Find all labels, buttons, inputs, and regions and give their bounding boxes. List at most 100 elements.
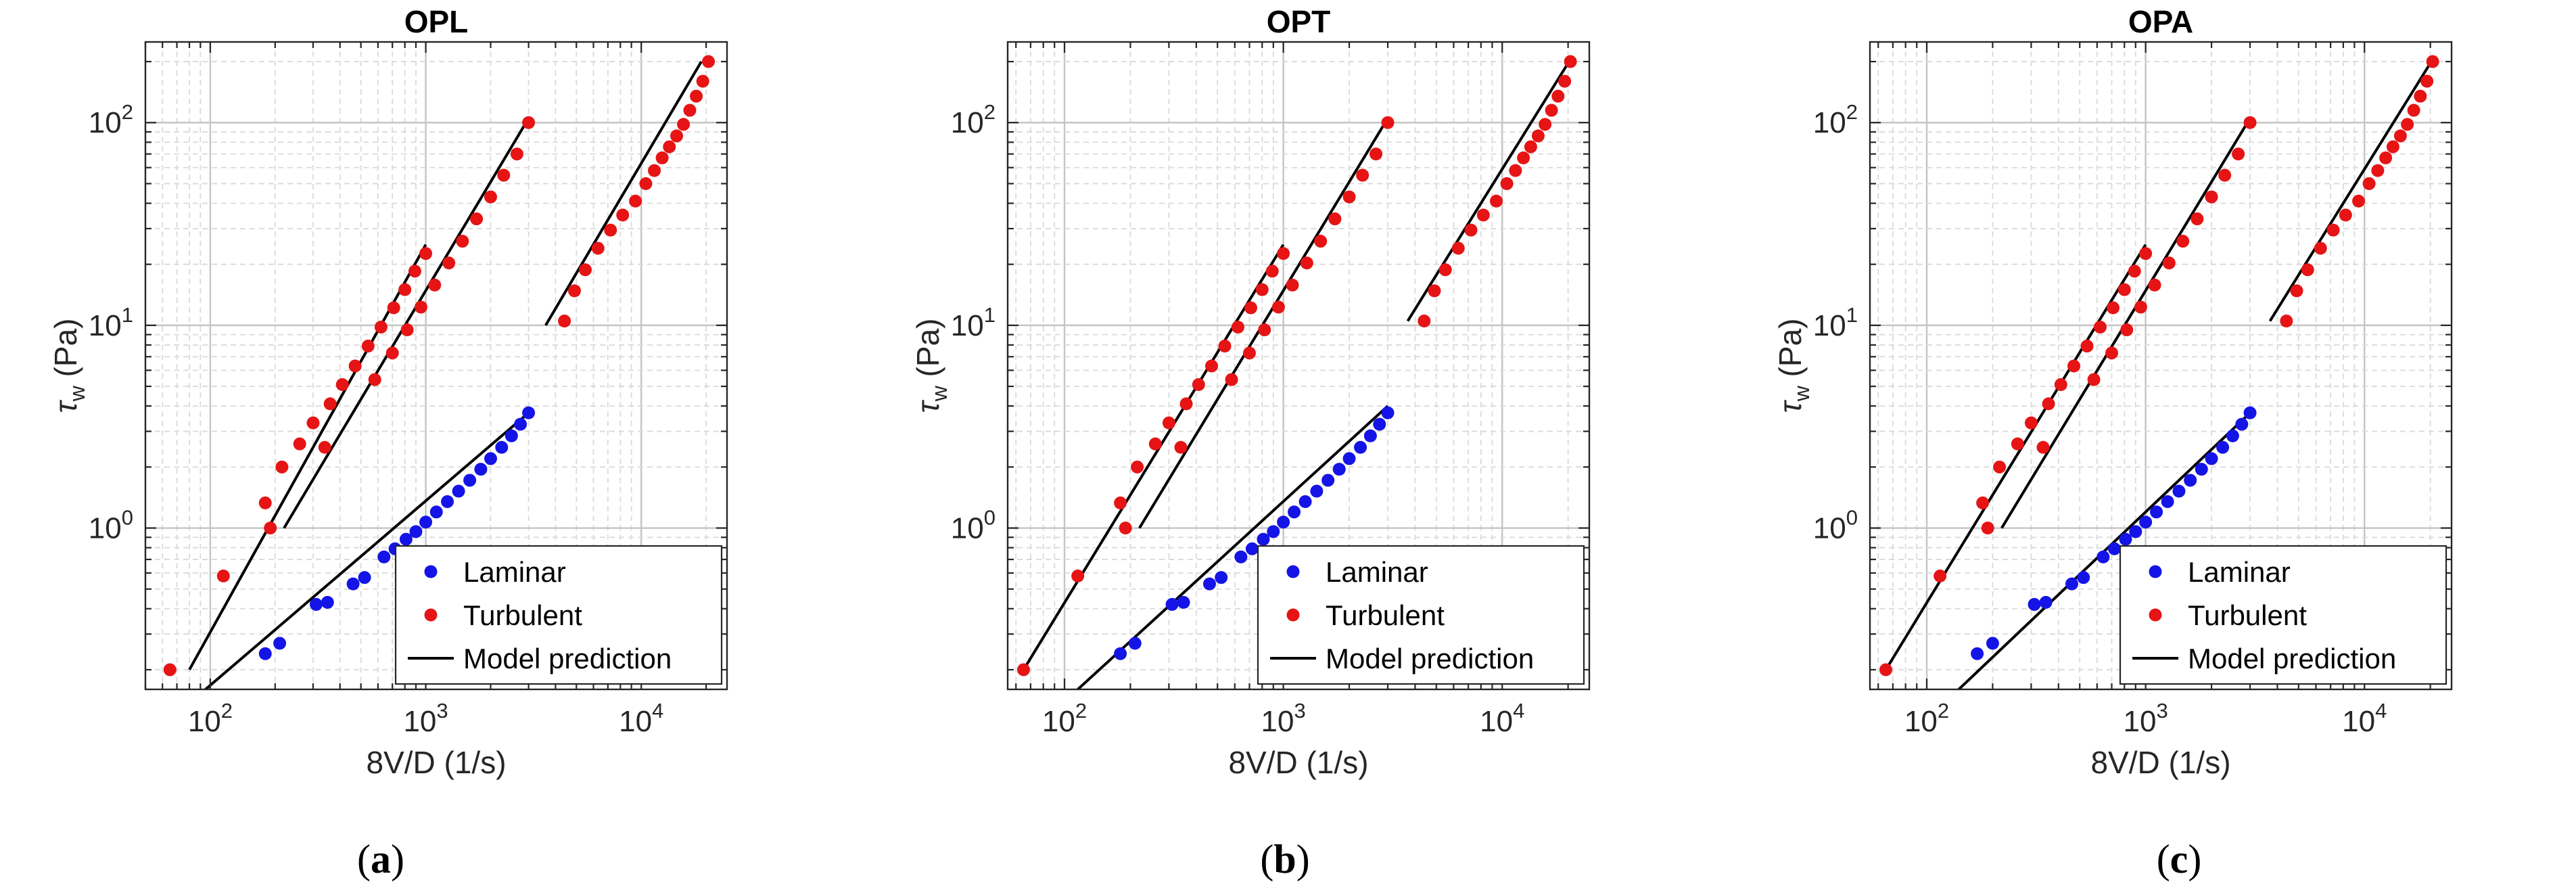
legend-label: Model prediction (2188, 643, 2396, 674)
turbulent-point (1934, 569, 1947, 582)
turbulent-point (1286, 278, 1299, 292)
chart-title: OPT (1267, 4, 1331, 39)
turbulent-point (1265, 265, 1279, 278)
legend: Laminar Turbulent Model prediction (394, 545, 723, 685)
turbulent-point (400, 323, 414, 337)
turbulent-point (1179, 397, 1193, 411)
turbulent-point (2339, 208, 2352, 222)
turbulent-point (690, 89, 703, 103)
turbulent-point (1976, 496, 1990, 509)
turbulent-point (335, 378, 349, 392)
y-tick-label: 100 (951, 506, 996, 545)
laminar-point (1202, 577, 1216, 591)
turbulent-point (2280, 315, 2293, 328)
model-prediction-line (1138, 117, 1389, 529)
model-prediction-line (2268, 58, 2434, 322)
turbulent-point (385, 346, 399, 360)
turbulent-point (639, 177, 653, 190)
laminar-point (2107, 542, 2121, 555)
laminar-point (474, 463, 488, 476)
laminar-point (2161, 495, 2174, 508)
laminar-point (2097, 550, 2110, 564)
turbulent-point (1071, 569, 1085, 582)
laminar-point (1257, 532, 1270, 546)
x-tick-label: 102 (188, 699, 233, 738)
laminar-point (346, 577, 360, 591)
turbulent-point (1119, 522, 1132, 535)
turbulent-point (604, 223, 617, 237)
laminar-point (2184, 474, 2197, 487)
turbulent-point (2191, 212, 2204, 226)
laminar-point (484, 452, 497, 465)
turbulent-point (1016, 663, 1030, 677)
turbulent-point (414, 300, 427, 314)
turbulent-point (456, 235, 469, 248)
laminar-point (1277, 516, 1290, 529)
legend-label: Laminar (2188, 556, 2291, 588)
turbulent-point (2414, 89, 2427, 103)
model-prediction-line (188, 244, 427, 670)
laminar-point (2077, 571, 2090, 585)
turbulent-point (387, 301, 400, 315)
panel-b: 102 103 104 100 101 102 OPT 8V/D (1/s) τw (Pa) La… (910, 4, 1591, 881)
turbulent-point (264, 522, 277, 535)
x-axis-label: 8V/D (1/s) (366, 745, 506, 780)
turbulent-point (2218, 168, 2232, 182)
model-prediction-line (1022, 244, 1285, 671)
turbulent-point (648, 164, 661, 177)
y-axis-label: τw (Pa) (1773, 318, 1814, 413)
turbulent-point (522, 116, 536, 129)
turbulent-point (2080, 340, 2094, 353)
turbulent-point (2011, 437, 2024, 451)
y-tick-label: 102 (89, 100, 133, 139)
turbulent-point (1551, 89, 1565, 103)
axes-box (144, 41, 728, 691)
turbulent-point (2105, 346, 2118, 360)
legend-marker-turbulent (1286, 608, 1300, 622)
y-tick-label: 102 (1813, 100, 1858, 139)
laminar-point (399, 532, 413, 546)
turbulent-point (1192, 378, 1205, 392)
laminar-point (1373, 417, 1386, 431)
laminar-point (495, 440, 509, 454)
turbulent-point (1277, 247, 1290, 260)
turbulent-point (655, 151, 669, 164)
laminar-point (377, 550, 391, 564)
laminar-point (522, 406, 536, 419)
turbulent-point (408, 265, 421, 278)
laminar-point (2235, 417, 2249, 431)
turbulent-point (2314, 242, 2327, 255)
legend-label: Laminar (463, 556, 566, 588)
turbulent-point (2420, 74, 2434, 88)
legend-marker-turbulent (2149, 608, 2162, 622)
turbulent-point (1328, 212, 1342, 226)
turbulent-point (1993, 460, 2007, 474)
laminar-point (419, 516, 433, 529)
turbulent-point (629, 194, 642, 208)
panel-c: 102 103 104 100 101 102 OPA 8V/D (1/s) τw (Pa) La… (1773, 4, 2453, 881)
laminar-point (273, 637, 287, 650)
turbulent-point (2093, 321, 2107, 334)
turbulent-point (1258, 323, 1271, 337)
y-tick-label: 102 (951, 100, 996, 139)
laminar-point (2129, 525, 2142, 539)
turbulent-point (2120, 323, 2134, 337)
laminar-point (2195, 463, 2208, 476)
turbulent-point (2243, 116, 2257, 129)
laminar-point (2150, 505, 2163, 519)
legend-label: Laminar (1326, 556, 1428, 588)
legend-label: Turbulent (1326, 599, 1445, 631)
laminar-point (1381, 406, 1395, 419)
turbulent-point (2301, 263, 2314, 277)
turbulent-point (1981, 522, 1994, 535)
turbulent-point (578, 263, 592, 277)
laminar-point (1971, 647, 1984, 660)
y-tick-label: 100 (1813, 506, 1858, 545)
turbulent-point (2393, 129, 2407, 143)
turbulent-point (1500, 177, 1514, 190)
y-axis-label: τw (Pa) (48, 318, 89, 413)
turbulent-point (163, 663, 177, 677)
laminar-point (1288, 505, 1301, 519)
x-tick-label: 102 (1042, 699, 1087, 738)
turbulent-point (702, 55, 716, 68)
